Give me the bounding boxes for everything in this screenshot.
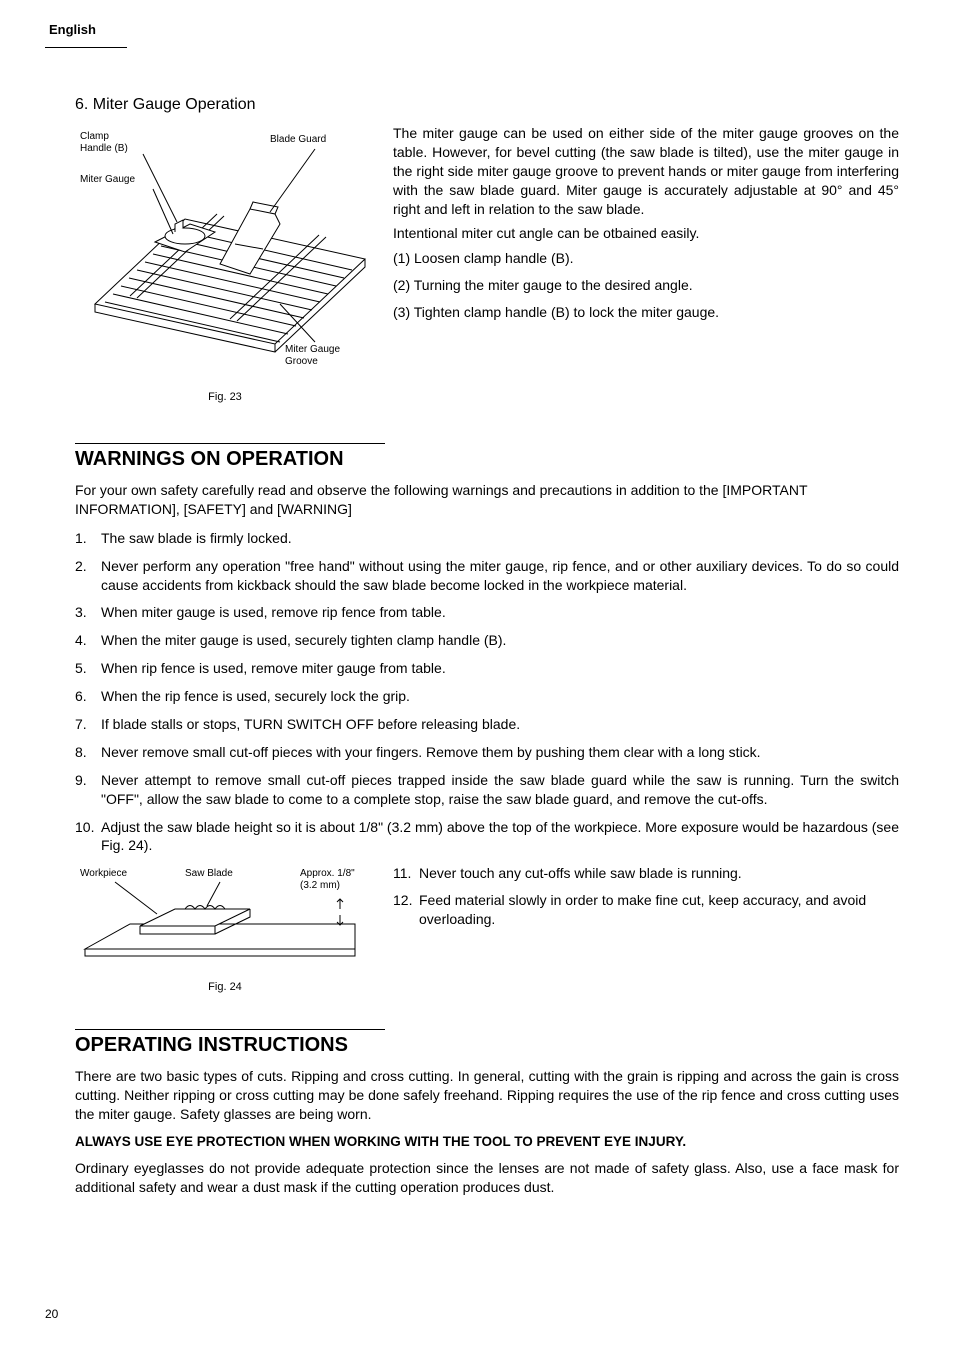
warning-item: Never perform any operation "free hand" … [75,557,899,595]
item-text: Feed material slowly in order to make fi… [419,892,866,927]
after-10-row: Workpiece Saw Blade Approx. 1/8" (3.2 mm… [75,864,899,993]
warnings-intro: For your own safety carefully read and o… [75,481,899,519]
figure-24-caption: Fig. 24 [75,981,375,993]
warning-item: If blade stalls or stops, TURN SWITCH OF… [75,715,899,734]
label-clamp-handle-2: Handle (B) [80,143,128,154]
section-6-para-1: The miter gauge can be used on either si… [393,124,899,218]
page-number: 20 [45,1307,58,1321]
operating-bold-line: ALWAYS USE EYE PROTECTION WHEN WORKING W… [75,1134,899,1149]
label-mg-groove-1: Miter Gauge [285,344,340,355]
label-blade-guard: Blade Guard [270,134,326,145]
warnings-list: The saw blade is firmly locked. Never pe… [75,529,899,856]
label-workpiece: Workpiece [80,868,127,879]
warning-item-11: 11. Never touch any cut-offs while saw b… [393,864,899,883]
warning-item: When the rip fence is used, securely loc… [75,687,899,706]
section-6-row: Clamp Handle (B) Miter Gauge Blade Guard… [75,124,899,403]
section-6-para-2: Intentional miter cut angle can be otbai… [393,224,899,243]
label-mg-groove-2: Groove [285,356,318,367]
warning-item: When the miter gauge is used, securely t… [75,631,899,650]
warning-item: When miter gauge is used, remove rip fen… [75,603,899,622]
section-6-step-2: (2) Turning the miter gauge to the desir… [393,276,899,295]
warning-item: Adjust the saw blade height so it is abo… [75,818,899,856]
warning-item: Never attempt to remove small cut-off pi… [75,771,899,809]
label-approx-1: Approx. 1/8" [300,868,355,879]
item-number: 12. [393,891,412,910]
section-6-step-1: (1) Loosen clamp handle (B). [393,249,899,268]
section-6-title: 6. Miter Gauge Operation [75,96,899,114]
figure-24-column: Workpiece Saw Blade Approx. 1/8" (3.2 mm… [75,864,375,993]
figure-24-diagram: Workpiece Saw Blade Approx. 1/8" (3.2 mm… [75,864,375,974]
item-number: 11. [393,864,411,883]
language-header: English [45,22,127,48]
figure-23-column: Clamp Handle (B) Miter Gauge Blade Guard… [75,124,375,403]
figure-23-diagram: Clamp Handle (B) Miter Gauge Blade Guard… [75,124,375,384]
section-6-step-3: (3) Tighten clamp handle (B) to lock the… [393,303,899,322]
operating-para-1: There are two basic types of cuts. Rippi… [75,1067,899,1124]
operating-para-2: Ordinary eyeglasses do not provide adequ… [75,1159,899,1197]
label-clamp-handle-1: Clamp [80,131,109,142]
label-saw-blade: Saw Blade [185,868,233,879]
warning-item: When rip fence is used, remove miter gau… [75,659,899,678]
item-text: Never touch any cut-offs while saw blade… [419,865,742,881]
warnings-11-12: 11. Never touch any cut-offs while saw b… [393,864,899,993]
warning-item: The saw blade is firmly locked. [75,529,899,548]
label-approx-2: (3.2 mm) [300,880,340,891]
warning-item-12: 12. Feed material slowly in order to mak… [393,891,899,929]
warning-item: Never remove small cut-off pieces with y… [75,743,899,762]
warnings-heading: WARNINGS ON OPERATION [75,443,385,471]
operating-heading: OPERATING INSTRUCTIONS [75,1029,385,1057]
figure-23-caption: Fig. 23 [75,391,375,403]
section-6-text: The miter gauge can be used on either si… [393,124,899,403]
page-content: 6. Miter Gauge Operation [45,96,899,1197]
label-miter-gauge: Miter Gauge [80,174,135,185]
